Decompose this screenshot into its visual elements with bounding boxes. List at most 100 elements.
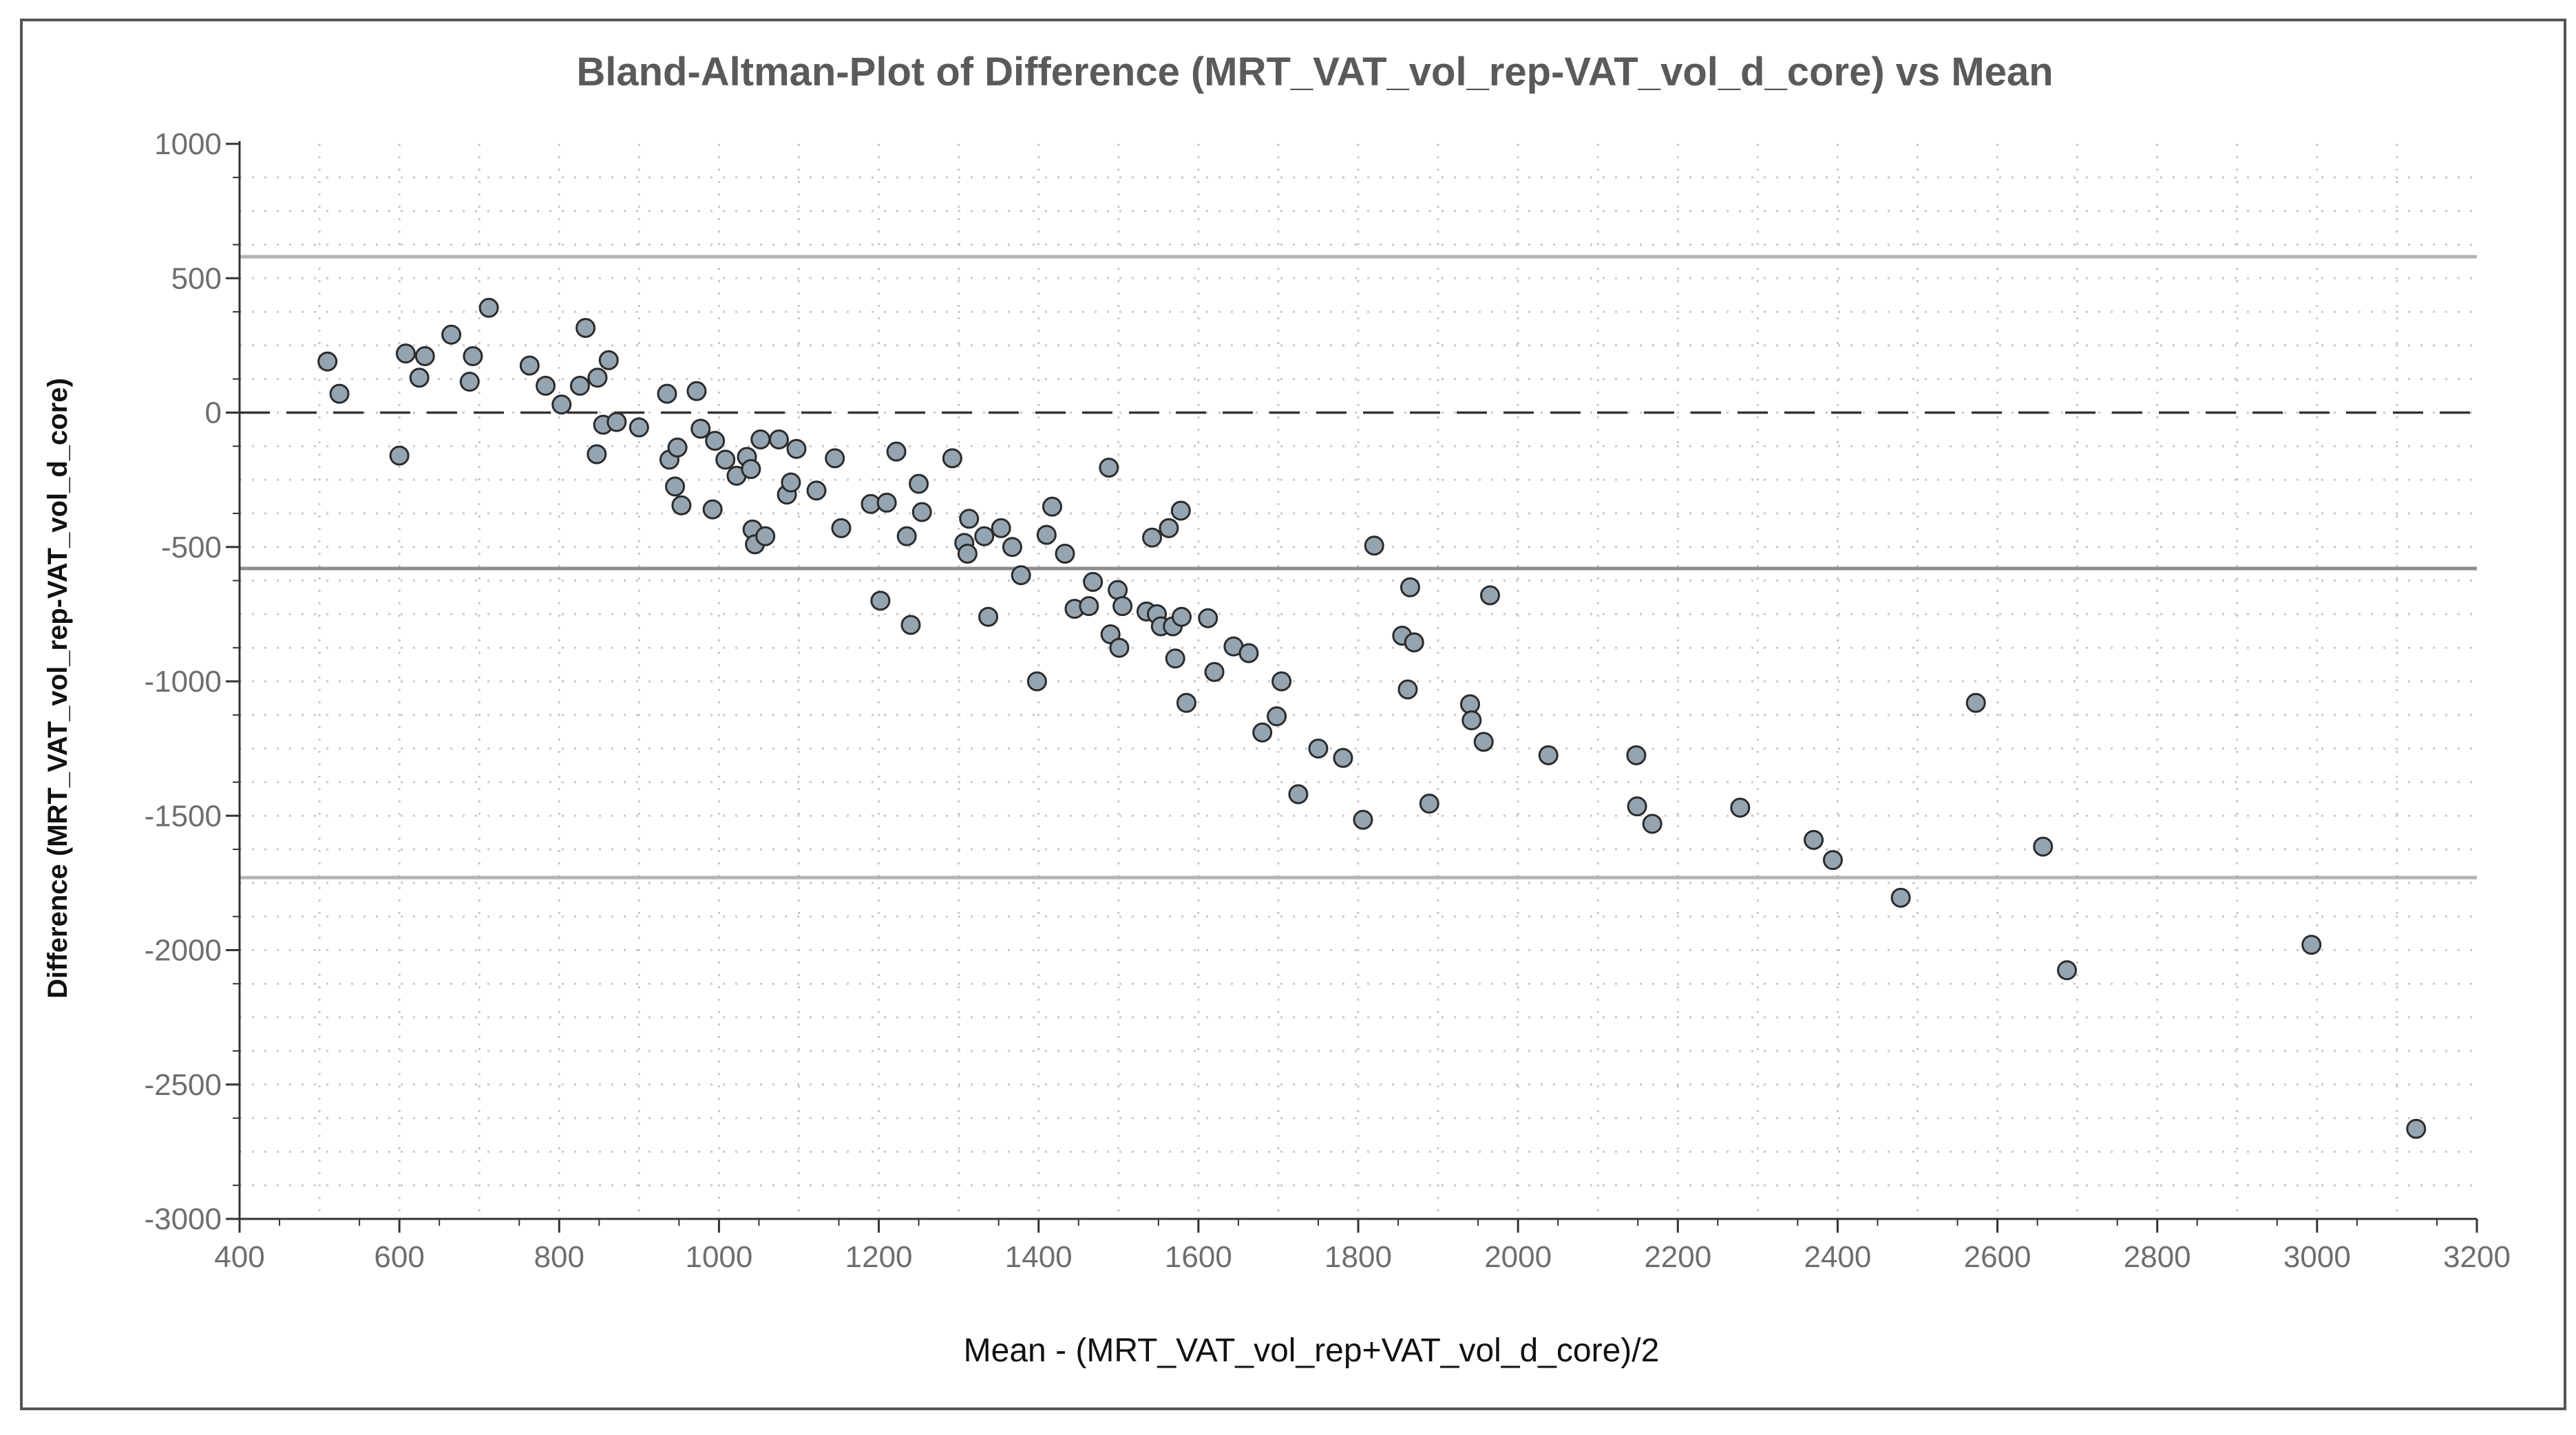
data-point (974, 526, 995, 546)
y-tick-label: -1500 (144, 799, 222, 833)
data-point (1890, 887, 1911, 908)
y-tick-label: -500 (161, 531, 222, 564)
data-point (536, 375, 556, 396)
data-point (1642, 814, 1662, 834)
data-point (1288, 784, 1309, 805)
data-point (629, 417, 649, 438)
data-point (1480, 585, 1501, 606)
data-point (1419, 794, 1439, 814)
x-tick-label: 2200 (1644, 1240, 1711, 1274)
x-tick-label: 2400 (1804, 1240, 1871, 1274)
data-point (702, 499, 723, 520)
data-point (1083, 572, 1104, 593)
data-point (705, 431, 726, 451)
data-point (606, 412, 627, 432)
data-point (1204, 661, 1225, 682)
x-tick-label: 1400 (1005, 1240, 1073, 1274)
data-point (1333, 747, 1353, 768)
data-point (1112, 596, 1133, 617)
y-tick-label: -2500 (144, 1068, 222, 1102)
data-point (1142, 527, 1163, 548)
data-point (909, 474, 929, 494)
data-point (1804, 829, 1824, 850)
data-point (1404, 632, 1424, 652)
y-tick-label: -2000 (144, 934, 222, 968)
data-point (1171, 606, 1192, 627)
data-point (1036, 524, 1057, 545)
data-point (569, 375, 590, 396)
x-tick-label: 2800 (2124, 1240, 2191, 1274)
data-point (1473, 732, 1494, 752)
x-tick-label: 3000 (2283, 1240, 2351, 1274)
data-point (1730, 798, 1751, 818)
reference-lines (240, 255, 2477, 880)
data-point (781, 472, 801, 493)
chart-border (20, 19, 2566, 1410)
data-point (1461, 710, 1482, 731)
data-point (395, 343, 416, 364)
data-point (587, 368, 608, 388)
data-point (1538, 745, 1559, 765)
grid-lines (240, 144, 2477, 1219)
data-point (1238, 643, 1259, 663)
data-point (991, 518, 1011, 538)
data-point (1165, 648, 1185, 669)
data-point (1079, 596, 1099, 617)
data-point (1353, 809, 1373, 830)
data-point (2301, 935, 2322, 955)
y-axis-label: Difference (MRT_VAT_vol_rep-VAT_vol_d_co… (43, 378, 73, 999)
x-axis-label: Mean - (MRT_VAT_vol_rep+VAT_vol_d_core)/… (964, 1332, 1660, 1369)
data-point (755, 526, 776, 546)
data-point (876, 492, 897, 513)
data-point (831, 518, 852, 538)
data-point (414, 346, 435, 366)
data-point (667, 437, 688, 458)
y-tick-label: 1000 (154, 127, 222, 161)
x-tick-label: 400 (214, 1240, 264, 1274)
x-tick-label: 2000 (1484, 1240, 1552, 1274)
data-point (786, 438, 807, 459)
y-tick-label: -1000 (144, 665, 222, 699)
data-point (463, 346, 483, 366)
data-point (978, 606, 999, 627)
y-tick-label: 0 (205, 396, 222, 430)
data-point (768, 429, 789, 450)
data-point (886, 441, 907, 462)
data-point (911, 502, 932, 522)
data-point (1170, 500, 1191, 521)
data-point (959, 509, 980, 529)
x-tick-label: 2600 (1964, 1240, 2031, 1274)
data-point (1965, 692, 1986, 713)
x-tick-label: 1200 (845, 1240, 913, 1274)
data-points (317, 297, 2427, 1139)
data-point (1308, 738, 1329, 759)
axes: 400 600 800 1000 1200 1400 1600 1800 2000 2200 240… (144, 127, 2510, 1274)
data-point (1252, 722, 1273, 743)
x-tick-label: 1600 (1165, 1240, 1232, 1274)
data-point (551, 394, 572, 415)
data-point (1267, 706, 1287, 727)
data-point (825, 448, 845, 469)
data-point (942, 448, 962, 469)
data-point (1109, 637, 1130, 658)
data-point (686, 381, 707, 401)
data-point (1460, 694, 1480, 714)
chart-title: Bland-Altman-Plot of Difference (MRT_VAT… (576, 50, 2053, 94)
data-point (587, 444, 607, 465)
data-point (690, 418, 711, 439)
data-point (409, 368, 430, 388)
data-point (317, 351, 338, 372)
x-tick-label: 600 (374, 1240, 424, 1274)
x-tick-label: 1800 (1324, 1240, 1392, 1274)
data-point (1400, 577, 1420, 597)
data-point (519, 355, 540, 376)
data-point (1822, 850, 1843, 871)
data-point (2406, 1118, 2427, 1139)
data-point (1198, 608, 1218, 628)
data-point (715, 449, 736, 470)
data-point (657, 383, 677, 404)
data-point (1099, 458, 1119, 478)
data-point (478, 297, 499, 318)
data-point (1055, 544, 1075, 564)
data-point (1159, 518, 1179, 538)
